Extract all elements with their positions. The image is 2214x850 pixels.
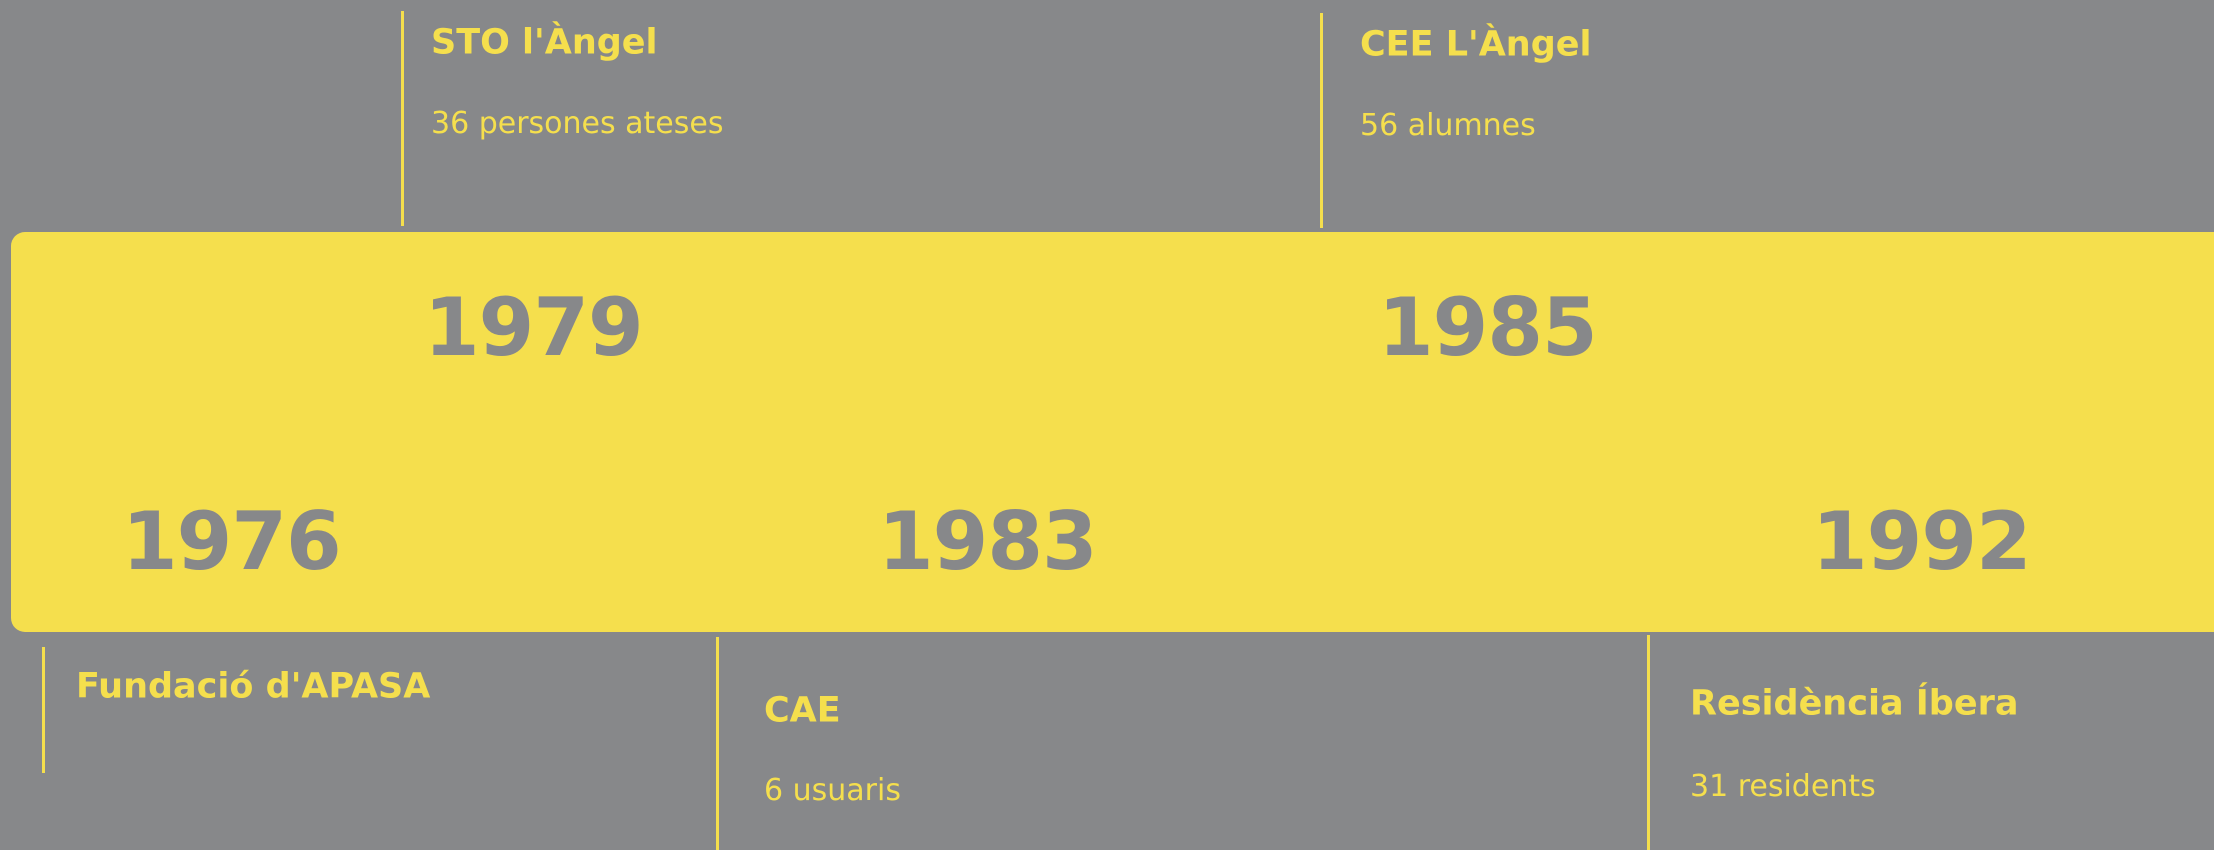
year: 1992	[1812, 495, 2032, 588]
event-line	[1320, 13, 1323, 228]
event-subtitle: 36 persones ateses	[431, 106, 724, 141]
event-title: CAE	[764, 690, 841, 731]
event-title: Fundació d'APASA	[76, 666, 431, 707]
year: 1983	[878, 495, 1098, 588]
event-title: CEE L'Àngel	[1360, 24, 1592, 65]
event-title: STO l'Àngel	[431, 22, 658, 63]
event-line	[401, 11, 404, 226]
year: 1985	[1378, 281, 1598, 374]
event-subtitle: 6 usuaris	[764, 773, 901, 808]
event-subtitle: 31 residents	[1690, 769, 1876, 804]
timeline-band	[11, 232, 2214, 632]
year: 1979	[424, 281, 644, 374]
event-line	[42, 647, 45, 773]
event-line	[716, 637, 719, 850]
event-title: Residència Íbera	[1690, 683, 2019, 724]
event-line	[1647, 635, 1650, 850]
event-subtitle: 56 alumnes	[1360, 108, 1536, 143]
year: 1976	[122, 495, 342, 588]
